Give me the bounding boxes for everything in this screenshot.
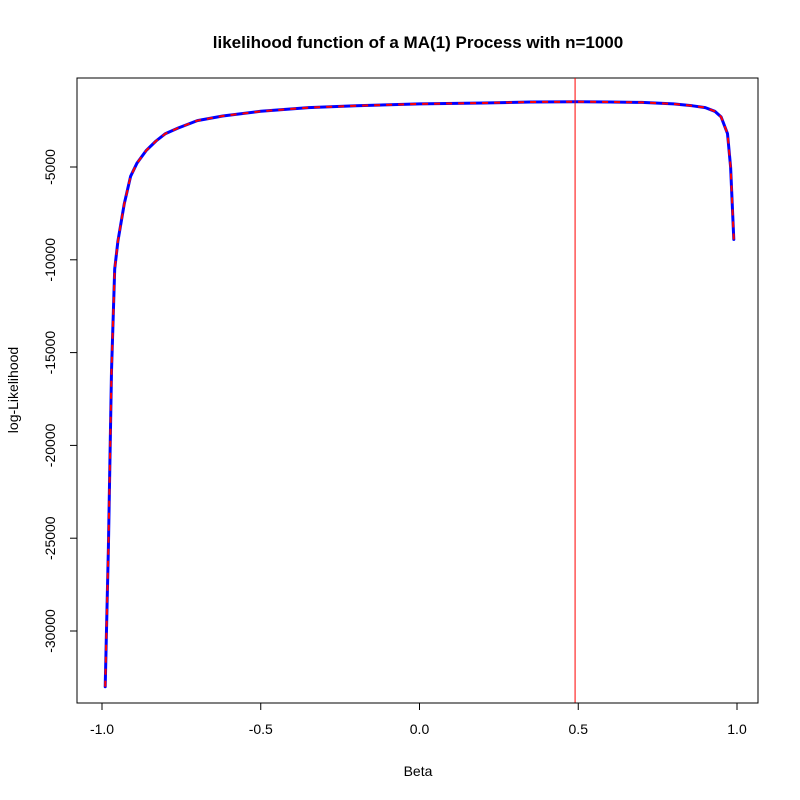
series-line	[103, 100, 736, 689]
x-tick-label: -1.0	[90, 721, 114, 737]
series-overlay-dashed-line	[104, 100, 735, 687]
y-tick-label: -15000	[42, 331, 58, 375]
x-tick-label: 1.0	[727, 721, 747, 737]
y-axis: -30000 -25000 -20000 -15000 -10000 -5000	[42, 149, 78, 653]
y-tick-label: -10000	[42, 238, 58, 282]
x-axis-label: Beta	[404, 763, 433, 779]
chart-title: likelihood function of a MA(1) Process w…	[213, 33, 623, 52]
x-tick-label: 0.5	[569, 721, 589, 737]
x-axis: -1.0 -0.5 0.0 0.5 1.0	[90, 702, 747, 737]
y-tick-label: -5000	[42, 149, 58, 185]
x-tick-label: 0.0	[410, 721, 430, 737]
y-axis-label: log-Likelihood	[5, 347, 21, 433]
y-tick-label: -30000	[42, 609, 58, 653]
plot-frame	[76, 77, 759, 704]
y-tick-label: -20000	[42, 423, 58, 467]
x-tick-label: -0.5	[249, 721, 273, 737]
y-tick-label: -25000	[42, 516, 58, 560]
plot-area	[103, 78, 736, 703]
